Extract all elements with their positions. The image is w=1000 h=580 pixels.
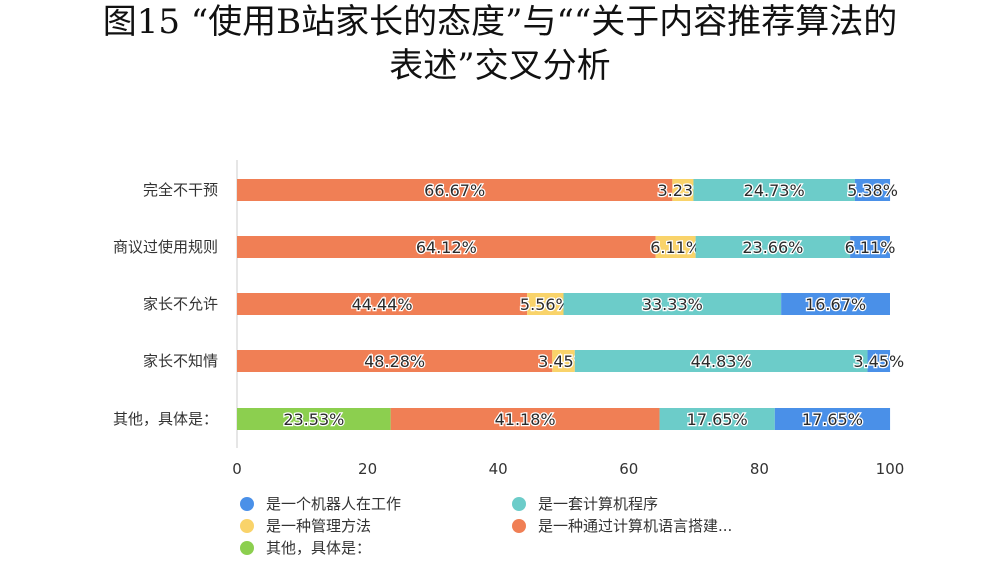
bar-segment bbox=[659, 408, 775, 430]
data-label: 3.45% bbox=[853, 352, 904, 371]
legend-label: 是一种通过计算机语言搭建... bbox=[538, 517, 733, 535]
bar-segment bbox=[237, 350, 553, 372]
bar-segment bbox=[850, 236, 890, 258]
data-label: 5.38% bbox=[847, 181, 898, 200]
legend-label: 是一套计算机程序 bbox=[538, 495, 659, 513]
data-label: 6.11% bbox=[845, 238, 896, 257]
legend-label: 是一种管理方法 bbox=[266, 517, 372, 535]
legend-item: 是一套计算机程序 bbox=[512, 493, 658, 514]
bar-segment bbox=[237, 408, 391, 430]
chart-title-line-1: 图15 “使用B站家长的态度”与““关于内容推荐算法的 bbox=[102, 2, 898, 42]
data-label: 24.73% bbox=[744, 181, 805, 200]
bar-segment bbox=[854, 179, 891, 201]
data-label: 17.65% bbox=[687, 410, 748, 429]
data-label: 6.11% bbox=[650, 238, 701, 257]
data-label: 44.44% bbox=[352, 295, 413, 314]
category-label: 其他，具体是： bbox=[113, 410, 218, 428]
bar-segment bbox=[237, 236, 656, 258]
bar-segment bbox=[237, 293, 528, 315]
bar-segment bbox=[867, 350, 891, 372]
legend-swatch bbox=[512, 518, 526, 533]
data-label: 66.67% bbox=[424, 181, 485, 200]
legend-item: 是一个机器人在工作 bbox=[240, 493, 401, 514]
legend-label: 其他，具体是： bbox=[266, 539, 372, 557]
bar-segment bbox=[390, 408, 660, 430]
data-label: 17.65% bbox=[802, 410, 863, 429]
category-label: 完全不干预 bbox=[143, 181, 218, 199]
bar-segment bbox=[552, 350, 575, 372]
x-tick-label: 0 bbox=[232, 460, 242, 478]
legend-item: 其他，具体是： bbox=[240, 537, 371, 558]
data-label: 44.83% bbox=[691, 352, 752, 371]
x-tick-label: 100 bbox=[876, 460, 905, 478]
legend-swatch bbox=[240, 518, 254, 533]
bar-segment bbox=[574, 350, 868, 372]
data-label: 64.12% bbox=[416, 238, 477, 257]
bar-segment bbox=[693, 179, 855, 201]
legend-swatch bbox=[240, 496, 254, 511]
bar-segment bbox=[672, 179, 694, 201]
bar-segment bbox=[237, 179, 673, 201]
bar-segment bbox=[563, 293, 782, 315]
x-tick-label: 80 bbox=[750, 460, 769, 478]
bar-segment bbox=[774, 408, 891, 430]
bar-segment bbox=[695, 236, 851, 258]
category-label: 家长不知情 bbox=[143, 352, 218, 370]
category-label: 商议过使用规则 bbox=[113, 238, 218, 256]
x-tick-label: 60 bbox=[619, 460, 638, 478]
category-label: 家长不允许 bbox=[143, 295, 218, 313]
chart-title-line-2: 表述”交叉分析 bbox=[389, 46, 611, 86]
data-label: 48.28% bbox=[364, 352, 425, 371]
x-tick-label: 20 bbox=[358, 460, 377, 478]
legend-item: 是一种通过计算机语言搭建... bbox=[512, 515, 732, 536]
data-label: 23.53% bbox=[283, 410, 344, 429]
x-tick-label: 40 bbox=[489, 460, 508, 478]
legend-swatch bbox=[512, 496, 526, 511]
bar-segment bbox=[781, 293, 890, 315]
data-label: 33.33% bbox=[642, 295, 703, 314]
legend-item: 是一种管理方法 bbox=[240, 515, 371, 536]
data-label: 41.18% bbox=[495, 410, 556, 429]
bar-segment bbox=[655, 236, 696, 258]
bar-segment bbox=[527, 293, 564, 315]
data-label: 16.67% bbox=[805, 295, 866, 314]
data-label: 5.56% bbox=[520, 295, 571, 314]
data-label: 23.66% bbox=[742, 238, 803, 257]
legend-swatch bbox=[240, 540, 254, 555]
legend-label: 是一个机器人在工作 bbox=[266, 495, 402, 513]
